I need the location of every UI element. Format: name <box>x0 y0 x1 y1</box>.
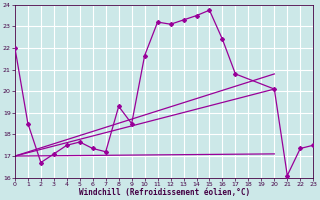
X-axis label: Windchill (Refroidissement éolien,°C): Windchill (Refroidissement éolien,°C) <box>78 188 250 197</box>
